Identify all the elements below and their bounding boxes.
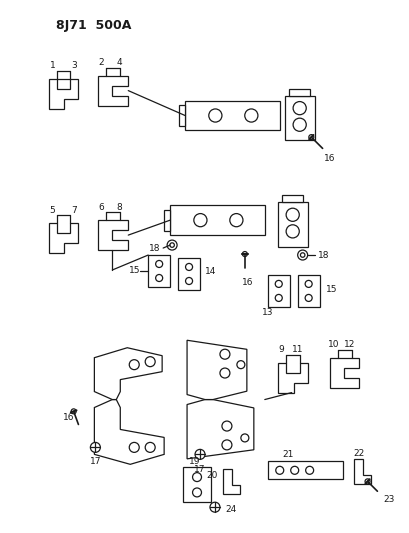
Text: 3: 3: [72, 61, 77, 70]
Polygon shape: [48, 79, 78, 109]
Text: 7: 7: [72, 206, 77, 215]
Polygon shape: [329, 358, 359, 387]
Circle shape: [169, 243, 174, 247]
Circle shape: [209, 502, 219, 512]
Bar: [281, 195, 302, 202]
Bar: [184, 101, 279, 131]
Bar: [148, 255, 170, 287]
Text: 16: 16: [241, 278, 253, 287]
Text: 21: 21: [281, 450, 293, 459]
Text: 23: 23: [383, 495, 394, 504]
Bar: [277, 202, 307, 247]
Text: 4: 4: [116, 58, 122, 67]
Bar: [288, 88, 309, 95]
Text: 12: 12: [343, 340, 354, 349]
Text: 8J71  500A: 8J71 500A: [55, 19, 130, 32]
Text: 18: 18: [148, 244, 160, 253]
Bar: [267, 275, 289, 307]
Bar: [284, 95, 314, 140]
Text: 10: 10: [327, 340, 339, 349]
Bar: [267, 462, 342, 479]
Circle shape: [167, 240, 177, 250]
Circle shape: [308, 135, 313, 140]
Text: 15: 15: [128, 266, 140, 276]
Text: 5: 5: [49, 206, 55, 215]
Circle shape: [297, 250, 307, 260]
Text: 16: 16: [323, 154, 335, 163]
Text: 1: 1: [49, 61, 55, 70]
Polygon shape: [48, 223, 78, 253]
Bar: [170, 205, 264, 235]
Circle shape: [364, 479, 369, 484]
Polygon shape: [94, 400, 164, 464]
Text: 24: 24: [225, 505, 236, 514]
Bar: [164, 209, 170, 231]
Polygon shape: [94, 348, 162, 400]
Polygon shape: [277, 362, 307, 393]
Text: 11: 11: [291, 345, 303, 354]
Text: 2: 2: [98, 58, 104, 67]
Circle shape: [242, 252, 247, 256]
Text: 18: 18: [317, 251, 328, 260]
Text: 20: 20: [206, 471, 218, 480]
Text: 22: 22: [353, 449, 364, 458]
Text: 9: 9: [278, 345, 284, 354]
Text: 17: 17: [194, 465, 205, 474]
Text: 8: 8: [116, 203, 122, 212]
Text: 16: 16: [63, 413, 74, 422]
Circle shape: [300, 253, 304, 257]
Polygon shape: [354, 459, 371, 484]
Bar: [297, 275, 319, 307]
Text: 6: 6: [98, 203, 104, 212]
Polygon shape: [98, 76, 128, 106]
Text: 14: 14: [204, 268, 216, 277]
Polygon shape: [187, 340, 246, 400]
Circle shape: [90, 442, 100, 453]
Polygon shape: [98, 220, 128, 250]
Text: 15: 15: [325, 285, 336, 294]
Bar: [183, 467, 211, 502]
Circle shape: [71, 409, 76, 414]
Text: 17: 17: [90, 457, 101, 466]
Text: 13: 13: [261, 309, 273, 317]
Text: 19: 19: [189, 457, 200, 466]
Bar: [179, 105, 184, 126]
Circle shape: [195, 449, 204, 459]
Polygon shape: [187, 400, 253, 459]
Bar: [178, 258, 200, 290]
Polygon shape: [222, 470, 239, 494]
